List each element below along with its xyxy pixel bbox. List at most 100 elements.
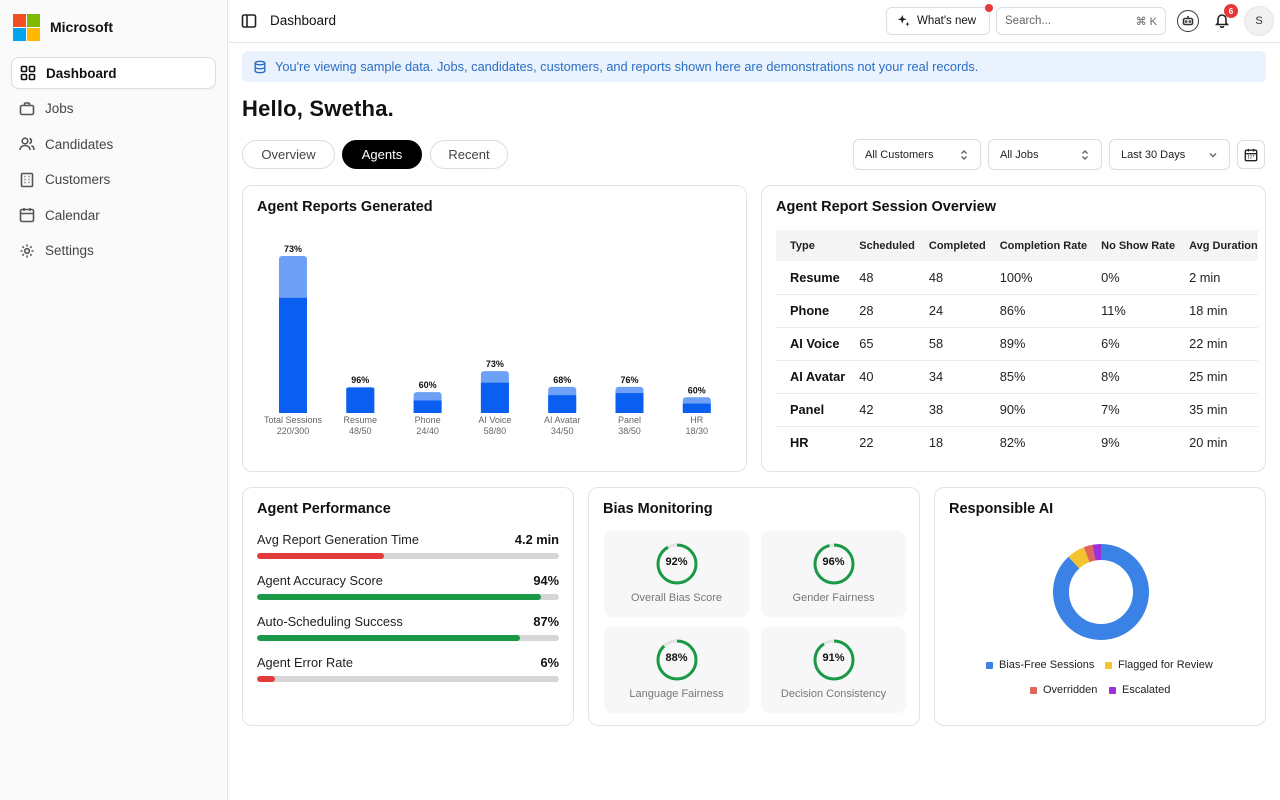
dashboard-icon bbox=[20, 65, 36, 81]
table-cell: 82% bbox=[999, 435, 1026, 451]
chevron-updown-icon bbox=[961, 149, 967, 160]
x-tick-sublabel: 58/80 bbox=[484, 426, 507, 436]
search-input[interactable]: Search... ⌘ K bbox=[996, 7, 1166, 35]
table-cell: 34 bbox=[914, 360, 986, 394]
bar-completed bbox=[480, 382, 509, 413]
sidebar-item-customers[interactable]: Customers bbox=[11, 164, 216, 196]
table-cell: 20 min bbox=[1189, 435, 1228, 451]
sidebar-item-label: Calendar bbox=[45, 207, 100, 223]
tab-agents[interactable]: Agents bbox=[342, 140, 422, 169]
column-header: No Show Rate bbox=[1087, 230, 1176, 261]
page-breadcrumb: Dashboard bbox=[270, 13, 337, 28]
whats-new-button[interactable]: What's new bbox=[886, 4, 993, 35]
bias-score-ring bbox=[813, 543, 854, 585]
table-row: Resume 48 48 100% 0% 2 min bbox=[776, 261, 1258, 295]
table-cell: 22 bbox=[859, 435, 874, 451]
bias-tile: 88% Language Fairness bbox=[604, 627, 749, 713]
table-cell: 9% bbox=[1101, 435, 1120, 451]
metric-label: Agent Error Rate bbox=[257, 655, 354, 670]
avatar[interactable]: S bbox=[1244, 6, 1274, 36]
microsoft-logo-icon bbox=[13, 13, 40, 41]
row-type-cell: Panel bbox=[776, 393, 846, 427]
date-range-value: Last 30 Days bbox=[1121, 148, 1186, 161]
calendar-picker-button[interactable] bbox=[1237, 140, 1265, 169]
table-cell: 35 min bbox=[1175, 393, 1258, 427]
sidebar-item-settings[interactable]: Settings bbox=[11, 235, 216, 267]
table-cell: 58 bbox=[914, 327, 986, 361]
legend-swatch bbox=[1109, 686, 1116, 694]
notifications-button[interactable]: 6 bbox=[1214, 4, 1238, 30]
table-cell: 6% bbox=[1087, 327, 1176, 361]
bias-score-value: 92% bbox=[665, 556, 688, 568]
database-icon bbox=[254, 60, 266, 73]
metric-label: Avg Report Generation Time bbox=[257, 532, 419, 547]
legend-label: Escalated bbox=[1122, 684, 1171, 696]
legend-label: Bias-Free Sessions bbox=[999, 659, 1095, 671]
sidebar-item-label: Customers bbox=[45, 172, 111, 187]
legend-swatch bbox=[1105, 661, 1112, 669]
sidebar-item-jobs[interactable]: Jobs bbox=[11, 93, 216, 125]
brand[interactable]: Microsoft bbox=[13, 13, 113, 41]
sparkle-icon bbox=[897, 14, 910, 27]
x-tick-label: Resume bbox=[344, 415, 378, 425]
tab-recent[interactable]: Recent bbox=[430, 140, 508, 169]
bar-completed bbox=[548, 395, 577, 413]
bias-tile: 92% Overall Bias Score bbox=[604, 531, 749, 617]
calendar-icon bbox=[19, 207, 35, 223]
chevron-down-icon bbox=[1209, 152, 1217, 157]
table-cell: 38 bbox=[914, 393, 986, 427]
table-cell: 8% bbox=[1087, 360, 1176, 394]
building-icon bbox=[19, 172, 35, 188]
x-tick-label: AI Voice bbox=[478, 415, 511, 425]
customers-select[interactable]: All Customers bbox=[853, 139, 981, 170]
agent-performance-title: Agent Performance bbox=[257, 501, 391, 517]
x-tick-sublabel: 34/50 bbox=[551, 426, 574, 436]
table-row: Panel 42 38 90% 7% 35 min bbox=[776, 393, 1258, 427]
users-icon bbox=[19, 136, 35, 152]
metric-value: 94% bbox=[533, 573, 559, 588]
ring-progress bbox=[656, 543, 697, 585]
assistant-bot-icon[interactable] bbox=[1177, 10, 1199, 32]
x-tick-label: Total Sessions bbox=[264, 415, 323, 425]
donut-slice bbox=[1053, 544, 1149, 640]
search-placeholder: Search... bbox=[1005, 15, 1052, 27]
metric-progress-fill bbox=[257, 635, 520, 641]
date-range-select[interactable]: Last 30 Days bbox=[1109, 139, 1230, 170]
whats-new-label: What's new bbox=[917, 15, 977, 27]
sidebar-toggle-icon[interactable] bbox=[241, 13, 257, 29]
ring-progress bbox=[813, 639, 854, 681]
column-header: Completed bbox=[914, 230, 986, 261]
bias-monitoring-title: Bias Monitoring bbox=[603, 501, 713, 517]
x-tick-sublabel: 38/50 bbox=[618, 426, 641, 436]
table-cell: 85% bbox=[985, 360, 1088, 394]
legend-label: Flagged for Review bbox=[1118, 659, 1213, 671]
table-cell: 40 bbox=[845, 360, 915, 394]
agent-reports-card: Agent Reports Generated 73% Total Session… bbox=[242, 185, 747, 472]
bar-percent-label: 60% bbox=[419, 380, 437, 390]
table-cell: 18 min bbox=[1175, 294, 1258, 328]
gear-icon bbox=[19, 243, 35, 259]
column-header: Avg Duration bbox=[1175, 230, 1258, 261]
metric-progress-bar bbox=[257, 676, 559, 682]
sidebar-item-dashboard[interactable]: Dashboard bbox=[11, 57, 216, 89]
bar-percent-label: 76% bbox=[620, 375, 638, 385]
metric-progress-bar bbox=[257, 635, 559, 641]
table-cell: 48 bbox=[845, 261, 915, 295]
calendar-icon bbox=[1244, 148, 1258, 161]
jobs-select-value: All Jobs bbox=[1000, 148, 1039, 161]
bias-score-label: Language Fairness bbox=[629, 688, 724, 700]
sidebar-item-calendar[interactable]: Calendar bbox=[11, 199, 216, 231]
bias-score-ring bbox=[813, 639, 854, 681]
table-cell: 0% bbox=[1087, 261, 1176, 295]
jobs-select[interactable]: All Jobs bbox=[988, 139, 1102, 170]
table-cell: 90% bbox=[985, 393, 1088, 427]
table-cell: 24 bbox=[914, 294, 986, 328]
row-type-cell: Resume bbox=[776, 261, 846, 295]
sidebar-item-label: Settings bbox=[45, 243, 94, 258]
sample-data-banner: You're viewing sample data. Jobs, candid… bbox=[242, 51, 1266, 82]
bias-tile: 91% Decision Consistency bbox=[761, 627, 906, 713]
performance-metric: Agent Accuracy Score 94% bbox=[257, 573, 559, 600]
sidebar-item-candidates[interactable]: Candidates bbox=[11, 128, 216, 160]
tab-overview[interactable]: Overview bbox=[242, 140, 335, 169]
